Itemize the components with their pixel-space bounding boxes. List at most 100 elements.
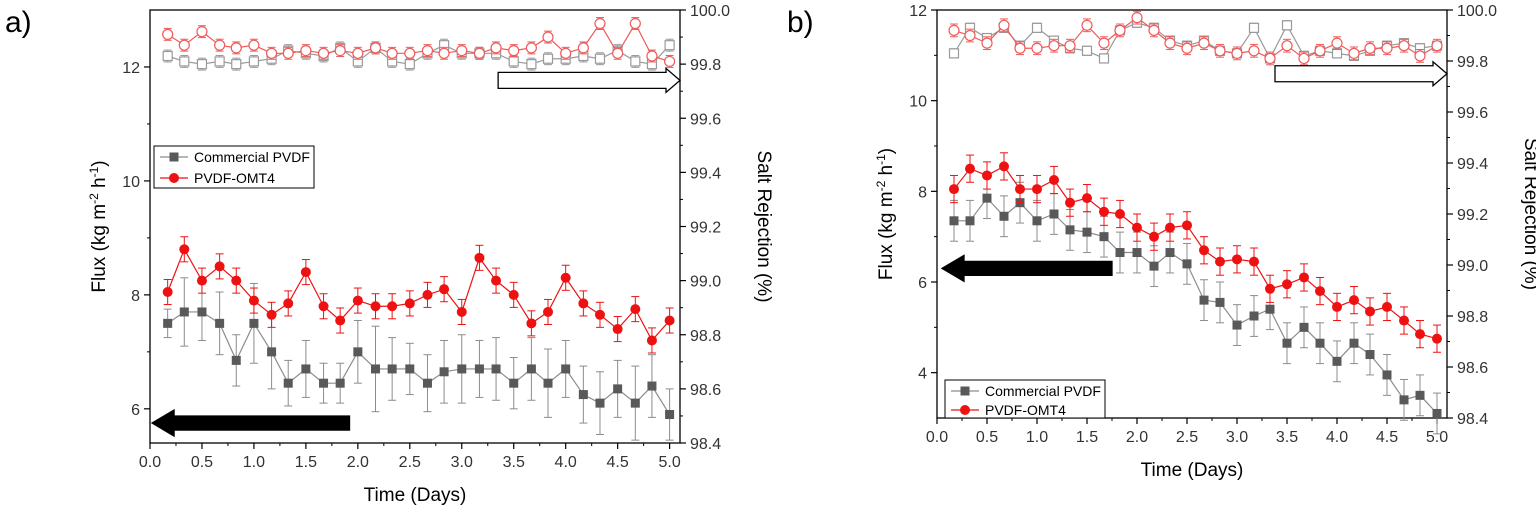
data-point	[317, 47, 330, 59]
data-point	[1248, 22, 1260, 33]
data-point	[214, 39, 226, 51]
y-left-axis-text: )	[89, 160, 110, 166]
data-point	[1164, 37, 1176, 49]
data-point	[1348, 47, 1360, 59]
data-point	[1132, 222, 1142, 233]
data-point	[422, 289, 433, 300]
data-point	[1432, 333, 1442, 344]
data-point	[1382, 301, 1392, 312]
data-point	[438, 47, 450, 59]
x-tick-label: 4.0	[1326, 429, 1348, 446]
data-point	[1214, 45, 1226, 57]
data-point	[231, 355, 241, 365]
y-left-axis-superscript: -1	[874, 154, 888, 165]
data-point	[231, 59, 242, 70]
data-point	[1282, 338, 1292, 348]
data-point	[352, 295, 363, 306]
data-point	[1065, 197, 1075, 208]
data-point	[301, 364, 311, 374]
data-point	[267, 347, 277, 357]
data-point	[543, 378, 553, 388]
data-point	[1299, 272, 1309, 283]
series-line	[953, 165, 1438, 340]
data-point	[508, 56, 519, 67]
data-point	[405, 364, 415, 374]
data-point	[630, 398, 640, 408]
y-left-tick-label: 6	[131, 402, 140, 419]
data-point	[1032, 184, 1042, 195]
data-point	[612, 324, 623, 335]
data-point	[1264, 52, 1276, 65]
y-left-axis-title: Flux (kg m-2 h-1)	[87, 160, 110, 292]
data-point	[162, 28, 174, 40]
data-point	[1149, 261, 1159, 271]
y-left-axis-superscript: -2	[874, 180, 888, 191]
y-left-axis-text: )	[876, 148, 897, 154]
data-point	[1365, 350, 1375, 360]
legend-marker-circle	[960, 405, 970, 415]
data-point	[196, 275, 207, 286]
data-point	[1215, 256, 1225, 267]
data-point	[646, 50, 658, 62]
data-point	[1098, 37, 1110, 49]
data-point	[265, 47, 278, 59]
legend-label: PVDF-OMT4	[985, 402, 1066, 418]
data-point	[664, 315, 675, 326]
data-point	[248, 56, 260, 67]
series-flux-commercial	[949, 177, 1442, 435]
legend-box	[153, 145, 315, 189]
data-point	[1115, 248, 1125, 258]
y-left-tick-label: 8	[131, 288, 140, 305]
y-right-axis-title: Salt Rejection (%)	[753, 150, 774, 302]
data-point	[1298, 52, 1310, 65]
y-left-tick-label: 8	[918, 184, 927, 201]
data-point	[1182, 259, 1192, 269]
data-point	[1249, 256, 1259, 267]
data-point	[353, 347, 363, 357]
data-point	[352, 47, 364, 59]
data-point	[1398, 40, 1410, 52]
data-point	[282, 47, 294, 59]
series-line	[167, 247, 671, 342]
data-point	[1115, 209, 1125, 219]
data-point	[1082, 193, 1092, 204]
data-point	[387, 364, 397, 374]
series-rejection-commercial	[948, 17, 1443, 64]
data-point	[1132, 248, 1142, 258]
data-point	[508, 289, 519, 300]
data-point	[1382, 370, 1392, 380]
data-point	[1249, 311, 1259, 321]
data-point	[1181, 42, 1193, 54]
x-tick-label: 5.0	[658, 454, 680, 471]
data-point	[1048, 40, 1060, 52]
data-point	[1031, 22, 1043, 33]
data-point	[196, 59, 208, 70]
y-right-tick-label: 99.6	[1457, 105, 1488, 122]
flux-axis-arrow	[940, 254, 1113, 283]
y-left-axis-title: Flux (kg m-2 h-1)	[874, 148, 897, 280]
y-right-tick-label: 98.8	[690, 328, 721, 345]
x-tick-label: 3.5	[1276, 429, 1298, 446]
data-point	[1198, 37, 1210, 49]
data-point	[404, 47, 416, 59]
x-tick-label: 4.0	[555, 454, 577, 471]
data-point	[179, 56, 190, 67]
legend-label: Commercial PVDF	[985, 383, 1101, 399]
data-point	[1281, 20, 1293, 31]
data-point	[664, 40, 675, 51]
data-point	[1349, 295, 1359, 306]
data-point	[665, 410, 675, 420]
data-point	[1332, 301, 1342, 312]
data-point	[1081, 45, 1093, 56]
data-point	[543, 306, 554, 317]
data-point	[1399, 395, 1409, 405]
x-tick-label: 2.0	[1126, 429, 1148, 446]
y-left-axis-text: Flux (kg m	[876, 191, 897, 280]
data-point	[595, 398, 605, 408]
data-point	[266, 309, 277, 320]
data-point	[335, 315, 346, 326]
x-tick-label: 1.5	[1076, 429, 1098, 446]
data-point	[949, 184, 959, 195]
data-point	[646, 335, 657, 346]
data-point	[1365, 306, 1375, 317]
